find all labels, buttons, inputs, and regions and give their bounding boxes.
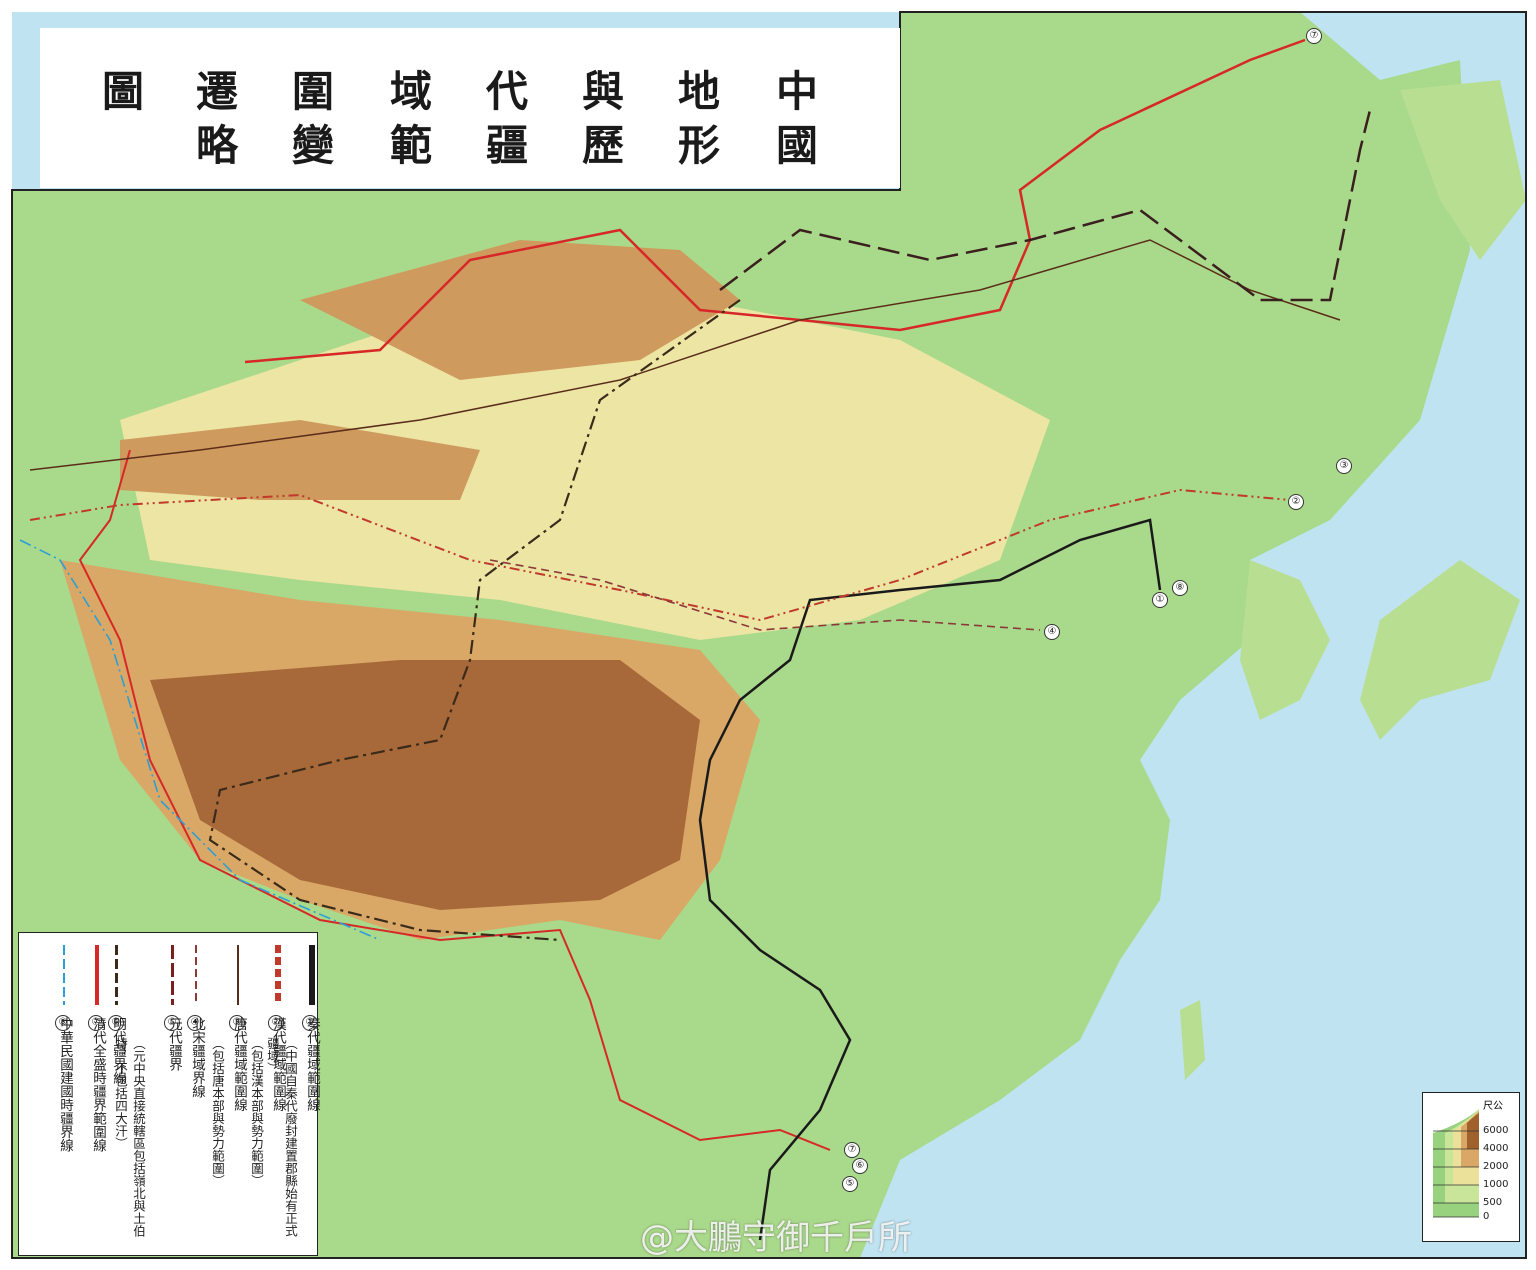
legend-num-3: ③ [229, 1015, 245, 1031]
boundary-line-qin [698, 518, 1162, 1241]
legend-note-yuan: （元中央直接統轄區包括嶺北與土伯特，不包括四大汗） [113, 1037, 146, 1237]
legend-note-qin: （中國自秦代廢封建置郡縣始有正式疆域） [265, 1037, 298, 1237]
scale-level-4000: 4000 [1483, 1143, 1509, 1154]
legend-swatch-tang [237, 945, 239, 1005]
title-char: 歷 [582, 121, 625, 170]
title-char: 圍 [292, 67, 335, 116]
title-char: 形 [678, 121, 721, 170]
legend-num-1: ① [302, 1015, 318, 1031]
legend-label-yuan: 元代疆界 [166, 1017, 182, 1071]
map-title-box: 圖 遷 圍 域 代 與 地 中 略 變 範 疆 歷 形 國 [40, 28, 900, 188]
title-char: 圖 [102, 67, 145, 116]
title-char: 域 [390, 67, 433, 116]
route-marker-6: ⑥ [852, 1158, 868, 1174]
title-frame-border [11, 11, 1527, 1259]
scale-level-0: 0 [1483, 1211, 1490, 1222]
legend-label-qin: 秦代疆域範圍線 [304, 1017, 320, 1112]
legend-num-2: ② [268, 1015, 284, 1031]
title-char: 範 [390, 121, 433, 170]
land-highland [150, 660, 700, 910]
legend-label-qing: 清代全盛時疆界範圍線 [90, 1017, 106, 1152]
route-marker-4: ④ [1044, 624, 1060, 640]
scale-level-500: 500 [1483, 1197, 1503, 1208]
route-marker-3: ③ [1336, 458, 1352, 474]
route-marker-2: ② [1288, 494, 1304, 510]
land-upland [120, 300, 1050, 640]
scale-level-1000: 1000 [1483, 1179, 1509, 1190]
title-char: 國 [776, 121, 819, 170]
map-title-line-1: 圖 遷 圍 域 代 與 地 中 [40, 58, 900, 116]
title-char: 代 [486, 67, 529, 116]
land-japan [1360, 560, 1520, 740]
legend-num-7: ⑦ [88, 1015, 104, 1031]
legend-swatch-ming [115, 945, 118, 1005]
title-char: 變 [292, 121, 335, 170]
title-char: 中 [776, 67, 819, 116]
legend-label-song: 北宋疆域界線 [189, 1017, 205, 1098]
scale-level-6000: 6000 [1483, 1125, 1509, 1136]
legend-num-6: ⑥ [108, 1015, 124, 1031]
legend-label-tang: 唐代疆域範圍線 [231, 1017, 247, 1112]
boundary-line-qing-south [78, 449, 831, 1151]
boundary-line-roc [19, 539, 381, 941]
map-title-line-2: 略 變 範 疆 歷 形 國 [40, 112, 900, 170]
map-legend: ① 秦代疆域範圍線 （中國自秦代廢封建置郡縣始有正式疆域） ② 漢代疆域範圍線 … [18, 932, 320, 1256]
route-marker-7-north: ⑦ [1306, 28, 1322, 44]
title-char: 遷 [196, 67, 239, 116]
legend-num-5: ⑤ [164, 1015, 180, 1031]
route-marker-1: ① [1152, 592, 1168, 608]
land-hokkaido [1400, 80, 1526, 260]
title-char: 疆 [486, 121, 529, 170]
boundary-line-tang [29, 239, 1341, 471]
boundary-line-ming [208, 299, 741, 942]
legend-label-ming: 明代疆界線 [110, 1017, 126, 1085]
land-korea [1240, 560, 1330, 720]
title-char: 略 [196, 121, 239, 170]
route-marker-7: ⑦ [844, 1142, 860, 1158]
route-marker-5: ⑤ [842, 1176, 858, 1192]
legend-swatch-roc [63, 945, 65, 1005]
legend-label-roc: 中華民國建國時疆界線 [57, 1017, 73, 1152]
land-mountains-north [300, 240, 740, 380]
legend-num-4: ④ [187, 1015, 203, 1031]
elevation-scale-ramp [1433, 1109, 1479, 1218]
legend-swatch-han [275, 945, 281, 1005]
legend-swatch-qing [95, 945, 99, 1005]
title-char: 地 [678, 67, 721, 116]
legend-label-han: 漢代疆域範圍線 [270, 1017, 286, 1112]
legend-note-han: （包括漢本部與勢力範圍） [249, 1037, 264, 1187]
boundary-line-qing [244, 38, 1306, 364]
scale-unit-label: 尺公 [1483, 1101, 1503, 1112]
route-marker-8: ⑧ [1172, 580, 1188, 596]
land-taiwan [1180, 1000, 1205, 1080]
legend-swatch-song [195, 945, 197, 1005]
legend-swatch-qin [309, 945, 315, 1005]
boundary-line-yuan [719, 109, 1372, 302]
legend-num-8: ⑧ [55, 1015, 71, 1031]
title-char: 與 [582, 67, 625, 116]
legend-swatch-yuan [171, 945, 174, 1005]
watermark: @大鵬守御千戶所 [640, 1218, 912, 1258]
boundary-line-han [29, 488, 1291, 622]
scale-level-2000: 2000 [1483, 1161, 1509, 1172]
boundary-line-song [489, 559, 1041, 631]
land-mountains-tianshan [120, 420, 480, 500]
legend-note-tang: （包括唐本部與勢力範圍） [210, 1037, 225, 1187]
elevation-scale: 尺公 6000 4000 2000 1000 500 0 [1422, 1092, 1520, 1242]
